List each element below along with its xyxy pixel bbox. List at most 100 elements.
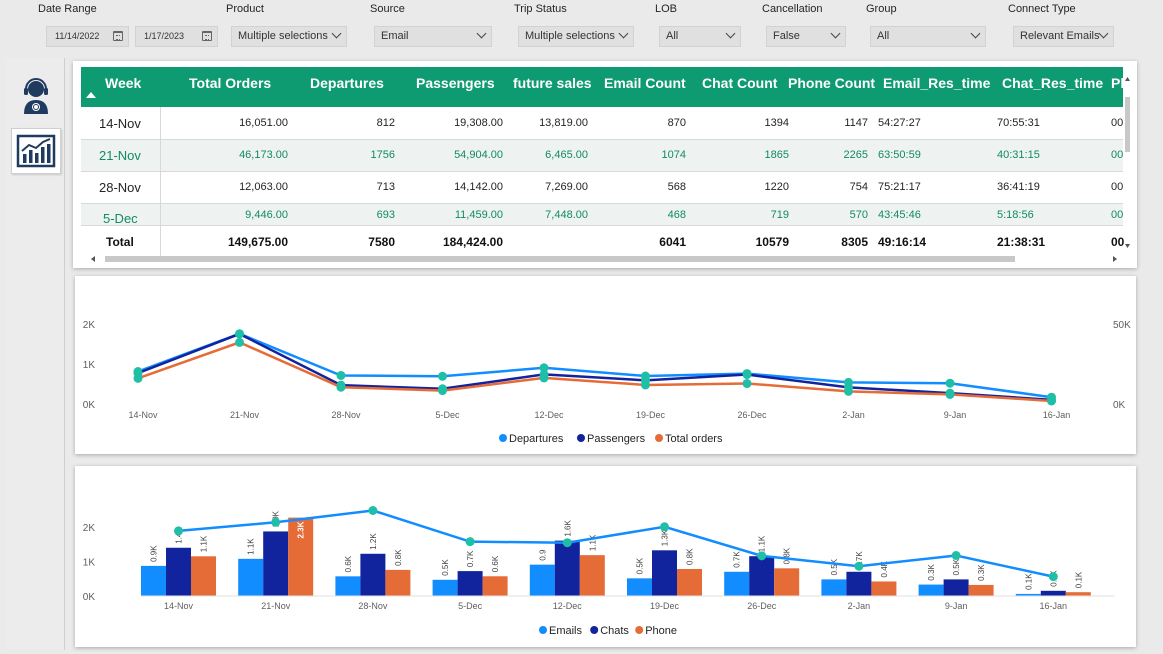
column-header[interactable]: Passengers	[416, 75, 495, 91]
vertical-scrollbar[interactable]	[1124, 75, 1131, 250]
table-row[interactable]: 14-Nov 16,051.00 812 19,308.00 13,819.00…	[81, 107, 1123, 139]
bar-data-label: 0.6K	[491, 555, 500, 572]
column-header[interactable]: Ph	[1111, 75, 1129, 91]
cell: 7580	[368, 235, 395, 249]
cancellation-dropdown[interactable]: False	[766, 26, 846, 47]
cell: 870	[667, 117, 686, 129]
cell: 468	[667, 209, 686, 221]
data-point	[235, 329, 244, 339]
calendar-icon[interactable]	[202, 31, 212, 41]
data-point	[641, 380, 650, 390]
source-dropdown[interactable]: Email	[374, 26, 492, 47]
sort-ascending-icon[interactable]	[86, 92, 96, 98]
cell-week: 14-Nov	[99, 116, 141, 131]
dropdown-value: Email	[381, 30, 409, 42]
cell: 54,904.00	[454, 149, 503, 161]
cell: 568	[667, 181, 686, 193]
column-header-week[interactable]: Week	[105, 75, 142, 91]
dropdown-value: Multiple selections	[525, 30, 615, 42]
cell: 9,446.00	[245, 209, 288, 221]
cell: 7,269.00	[545, 181, 588, 193]
data-point	[438, 386, 447, 396]
bar-data-label: 0.5K	[441, 559, 450, 576]
start-date-input[interactable]: 11/14/2022	[46, 26, 129, 47]
bar-emails	[238, 558, 264, 596]
x-axis-tick: 28-Nov	[331, 410, 361, 420]
bar-data-label: 0.7K	[855, 551, 864, 568]
left-nav-rail	[5, 58, 65, 650]
bar-emails	[627, 578, 652, 596]
bar-phone	[385, 569, 411, 596]
x-axis-tick: 2-Jan	[848, 601, 871, 611]
row-divider	[81, 225, 1123, 226]
cell: 49:16:14	[878, 235, 927, 249]
cell: 00	[1111, 235, 1125, 249]
legend-label: Chats	[600, 625, 629, 637]
end-date-input[interactable]: 1/17/2023	[135, 26, 218, 47]
column-header[interactable]: Chat Count	[702, 75, 778, 91]
table-row[interactable]: 28-Nov 12,063.00 713 14,142.00 7,269.00 …	[81, 171, 1123, 203]
cell: 10579	[755, 235, 789, 249]
cell: 1756	[370, 149, 395, 161]
trip-status-dropdown[interactable]: Multiple selections	[518, 26, 634, 47]
product-dropdown[interactable]: Multiple selections	[231, 26, 347, 47]
series-line-total-orders	[137, 341, 1052, 403]
calendar-icon[interactable]	[113, 31, 123, 41]
cell: 149,675.00	[227, 235, 288, 249]
column-header[interactable]: Departures	[310, 75, 384, 91]
column-header[interactable]: Chat_Res_time	[1002, 75, 1104, 91]
bar-data-label: 0.3K	[927, 563, 936, 580]
legend-marker	[635, 626, 644, 634]
column-header[interactable]: Email_Res_time	[883, 75, 991, 91]
bar-chart: 0K1K2K0.9K1.4K1.1K14-Nov1.1K1.9K2.3K21-N…	[83, 506, 1115, 637]
bar-phone	[774, 568, 800, 596]
bar-emails	[141, 565, 166, 596]
data-point	[1047, 396, 1056, 406]
row-divider	[81, 139, 1123, 140]
bar-chats	[846, 571, 872, 596]
column-header[interactable]: Phone Count	[788, 75, 876, 91]
bar-data-label: 1.1K	[200, 535, 209, 552]
legend-marker	[539, 626, 547, 634]
bar-data-label: 1.6K	[563, 519, 572, 536]
bar-data-label: 1.1K	[588, 534, 597, 551]
y-axis-tick: 1K	[83, 557, 96, 568]
nav-analytics-button[interactable]	[11, 128, 61, 174]
column-header[interactable]: Email Count	[604, 75, 686, 91]
bar-data-label: 0.7K	[733, 551, 742, 568]
column-header[interactable]: Total Orders	[189, 75, 272, 91]
table-row[interactable]: 21-Nov 46,173.00 1756 54,904.00 6,465.00…	[81, 139, 1123, 171]
table-row[interactable]: 5-Dec 9,446.00 693 11,459.00 7,448.00 46…	[81, 203, 1123, 226]
cell: 2265	[843, 149, 868, 161]
column-header[interactable]: future sales	[513, 75, 592, 91]
trend-point	[465, 537, 475, 547]
bar-data-label: 1.2K	[369, 533, 378, 550]
dropdown-value: All	[877, 30, 890, 42]
bar-data-label: 0.8K	[394, 549, 403, 566]
bar-emails	[724, 571, 750, 596]
bar-data-label: 0.5K	[636, 557, 645, 574]
group-dropdown[interactable]: All	[870, 26, 986, 47]
connect-type-dropdown[interactable]: Relevant Emails	[1013, 26, 1114, 47]
cell: 46,173.00	[239, 149, 288, 161]
chevron-down-icon	[970, 28, 981, 39]
x-axis-tick: 5-Dec	[435, 410, 460, 420]
filter-label: Group	[866, 3, 897, 15]
cell: 7,448.00	[545, 209, 588, 221]
x-axis-tick: 16-Jan	[1043, 410, 1071, 420]
cell: 6041	[659, 235, 686, 249]
nav-support-button[interactable]	[11, 73, 61, 119]
lob-dropdown[interactable]: All	[659, 26, 741, 47]
horizontal-scrollbar[interactable]	[89, 255, 1119, 263]
cell-week: 28-Nov	[99, 180, 141, 195]
cell: 21:38:31	[997, 235, 1046, 249]
cell: 00	[1111, 181, 1124, 193]
bar-data-label: 0.6K	[344, 555, 353, 572]
legend-marker	[590, 626, 599, 634]
bar-data-label: 0.1K	[1074, 571, 1083, 588]
bar-data-label: 0.9K	[150, 545, 159, 562]
x-axis-tick: 14-Nov	[128, 410, 158, 420]
cell: 75:21:17	[878, 181, 921, 193]
cell: 54:27:27	[878, 117, 921, 129]
bar-phone	[191, 556, 216, 596]
